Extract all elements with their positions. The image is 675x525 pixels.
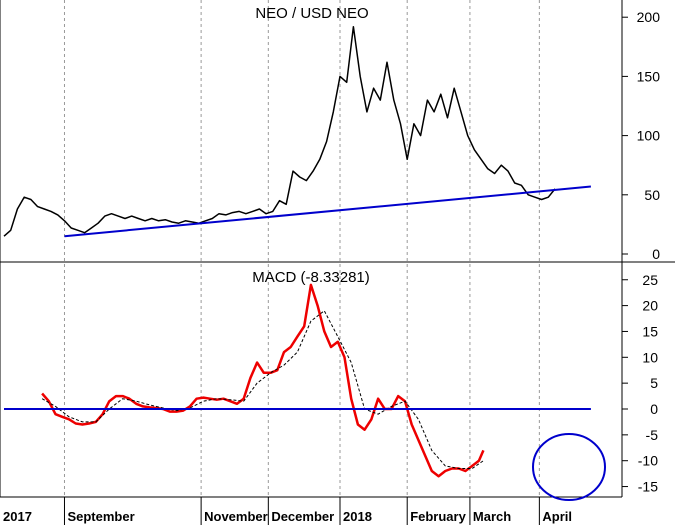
macd-tick-label: -5: [646, 427, 659, 443]
price-tick-label: 150: [637, 68, 661, 84]
x-axis-month-labels: 2017 September November December 2018 Februar…: [3, 497, 572, 525]
price-tick-label: 50: [644, 187, 660, 203]
macd-chart-title: MACD (-8.33281): [252, 269, 370, 286]
price-tick-label: 0: [652, 246, 660, 262]
price-tick-label: 200: [637, 9, 661, 25]
price-tick-label: 100: [637, 128, 661, 144]
month-label: December: [271, 509, 334, 524]
macd-tick-label: 10: [642, 349, 658, 365]
month-label: March: [473, 509, 511, 524]
macd-tick-label: 20: [642, 298, 658, 314]
macd-tick-label: -15: [638, 479, 658, 495]
macd-series: [4, 283, 591, 478]
price-series: [3, 25, 591, 238]
highlight-circle: [532, 433, 606, 501]
price-chart-title: NEO / USD NEO: [255, 5, 368, 22]
month-label: September: [67, 509, 134, 524]
month-label: 2018: [343, 509, 372, 524]
month-label: November: [204, 509, 268, 524]
macd-series-line-1: [41, 310, 484, 469]
price-series-line-1: [64, 185, 591, 238]
chart-frame: [0, 0, 675, 498]
macd-tick-label: 5: [650, 375, 658, 391]
price-series-line-0: [3, 25, 556, 237]
macd-tick-label: 0: [650, 401, 658, 417]
month-label: February: [410, 509, 466, 524]
macd-tick-label: 15: [642, 323, 658, 339]
macd-y-axis: 25 20 15 10 5 0 -5 -10 -15: [622, 272, 658, 495]
macd-tick-label: 25: [642, 272, 658, 288]
month-label: 2017: [3, 509, 32, 524]
vertical-grid: [63, 0, 540, 497]
month-label: April: [542, 509, 572, 524]
price-y-axis: 0 50 100 150 200: [622, 9, 660, 262]
macd-series-line-0: [41, 283, 485, 478]
macd-tick-label: -10: [638, 453, 658, 469]
